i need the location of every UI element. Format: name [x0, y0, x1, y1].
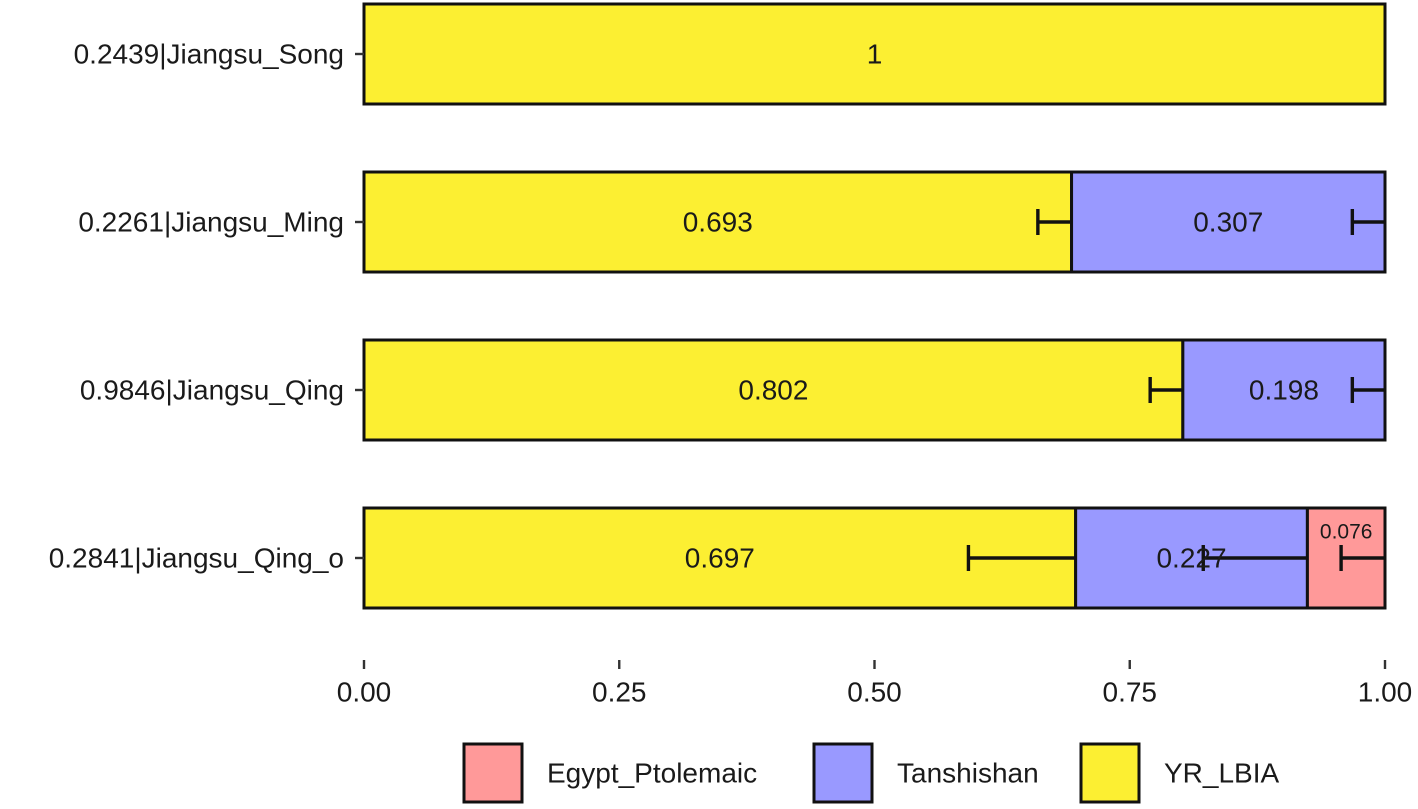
- legend: Egypt_Ptolemaic Tanshishan YR_LBIA: [462, 742, 1279, 804]
- value-label-tanshishan-2: 0.198: [1249, 375, 1319, 406]
- category-label-0: 0.2439|Jiangsu_Song: [74, 39, 344, 70]
- value-label-yr-lbia-2: 0.802: [738, 375, 808, 406]
- bar-yr-lbia-0: [362, 2, 1387, 106]
- x-tick-label-2: 0.50: [847, 677, 902, 708]
- category-label-2: 0.9846|Jiangsu_Qing: [80, 375, 344, 406]
- legend-label-yr-lbia: YR_LBIA: [1164, 758, 1279, 789]
- legend-key-yr-lbia: [1079, 742, 1141, 804]
- bar-yr-lbia-1: [362, 170, 1074, 274]
- value-label-yr-lbia-3: 0.697: [685, 543, 755, 574]
- legend-key-tanshishan: [812, 742, 874, 804]
- value-label-yr-lbia-1: 0.693: [683, 207, 753, 238]
- x-tick-label-3: 0.75: [1103, 677, 1158, 708]
- x-tick-label-1: 0.25: [592, 677, 647, 708]
- value-label-egypt-ptolemaic-3: 0.076: [1320, 521, 1373, 544]
- legend-key-egypt-ptolemaic: [462, 742, 524, 804]
- bars-layer: [362, 2, 1387, 610]
- value-label-yr-lbia-0: 1: [867, 39, 883, 70]
- x-tick-label-0: 0.00: [337, 677, 392, 708]
- legend-label-egypt-ptolemaic: Egypt_Ptolemaic: [547, 758, 757, 789]
- x-axis: 0.00 0.25 0.50 0.75 1.00: [337, 660, 1413, 708]
- category-label-3: 0.2841|Jiangsu_Qing_o: [49, 543, 344, 574]
- errorbars-layer: [966, 209, 1385, 571]
- x-tick-label-4: 1.00: [1358, 677, 1413, 708]
- y-axis-labels: 0.2439|Jiangsu_Song 0.2261|Jiangsu_Ming 0.…: [49, 39, 364, 574]
- legend-label-tanshishan: Tanshishan: [897, 758, 1039, 789]
- value-label-tanshishan-1: 0.307: [1193, 207, 1263, 238]
- category-label-1: 0.2261|Jiangsu_Ming: [78, 207, 344, 238]
- bar-tanshishan-1: [1070, 170, 1387, 274]
- value-labels-layer: 1 0.693 0.307 0.802 0.198 0.697 0.227 0.076: [683, 39, 1373, 574]
- value-label-tanshishan-3: 0.227: [1156, 543, 1226, 574]
